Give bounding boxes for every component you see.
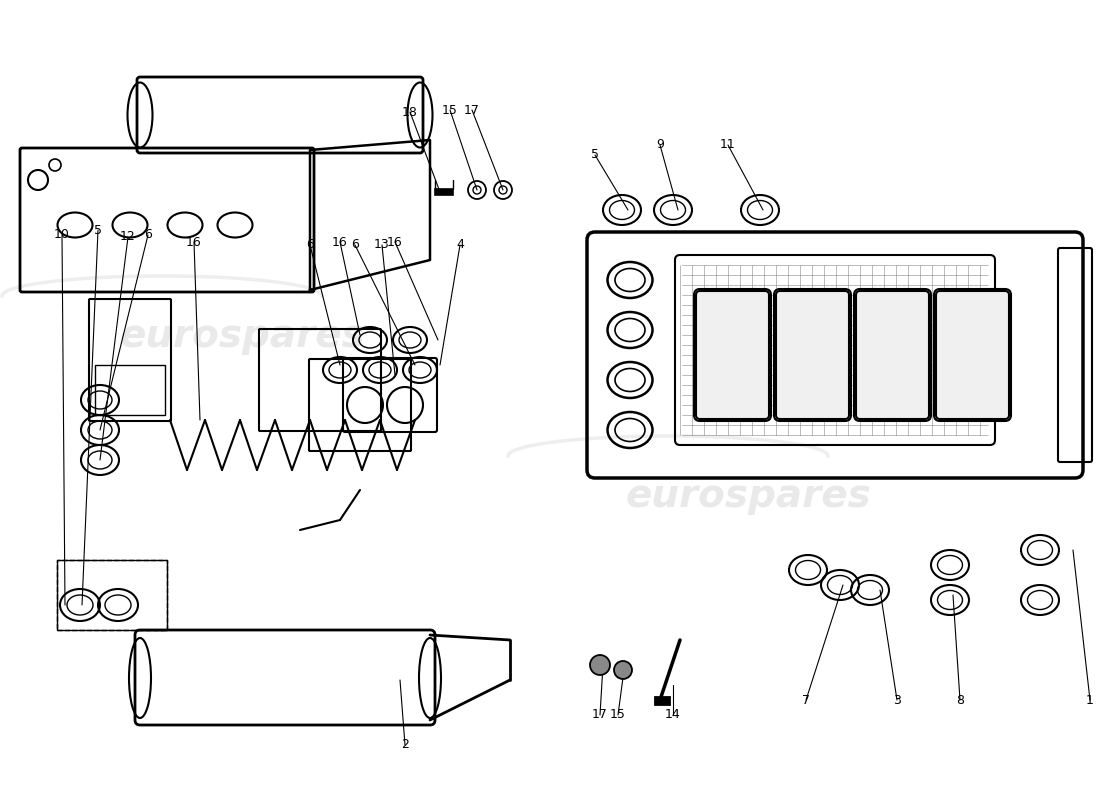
Text: 14: 14 <box>666 709 681 722</box>
Bar <box>57 560 167 630</box>
Text: 16: 16 <box>332 235 348 249</box>
Text: 9: 9 <box>656 138 664 151</box>
Text: 5: 5 <box>94 223 102 237</box>
Text: 6: 6 <box>144 229 152 242</box>
Bar <box>654 697 670 705</box>
Text: 4: 4 <box>456 238 464 251</box>
Text: 16: 16 <box>186 235 202 249</box>
Text: 6: 6 <box>351 238 359 251</box>
Text: 10: 10 <box>54 229 70 242</box>
Bar <box>434 189 453 195</box>
Text: 12: 12 <box>120 230 136 243</box>
Text: 17: 17 <box>464 103 480 117</box>
Text: 13: 13 <box>374 238 389 251</box>
Bar <box>57 560 167 630</box>
Text: eurospares: eurospares <box>119 317 365 355</box>
FancyBboxPatch shape <box>776 291 849 419</box>
Text: 1: 1 <box>1086 694 1093 706</box>
Text: 17: 17 <box>592 709 608 722</box>
Bar <box>95 365 165 415</box>
Text: 7: 7 <box>802 694 810 706</box>
Text: 16: 16 <box>387 235 403 249</box>
Polygon shape <box>310 140 430 290</box>
Text: 11: 11 <box>720 138 736 151</box>
Text: 6: 6 <box>306 238 313 251</box>
Text: 2: 2 <box>402 738 409 751</box>
Circle shape <box>590 655 610 675</box>
Text: 15: 15 <box>610 709 626 722</box>
Text: eurospares: eurospares <box>625 477 871 515</box>
Text: 18: 18 <box>403 106 418 118</box>
Text: 3: 3 <box>893 694 901 706</box>
FancyBboxPatch shape <box>856 291 930 419</box>
Text: 8: 8 <box>956 694 964 706</box>
FancyBboxPatch shape <box>696 291 769 419</box>
FancyBboxPatch shape <box>936 291 1009 419</box>
Text: 15: 15 <box>442 103 458 117</box>
Circle shape <box>614 661 632 679</box>
Text: 5: 5 <box>591 149 600 162</box>
